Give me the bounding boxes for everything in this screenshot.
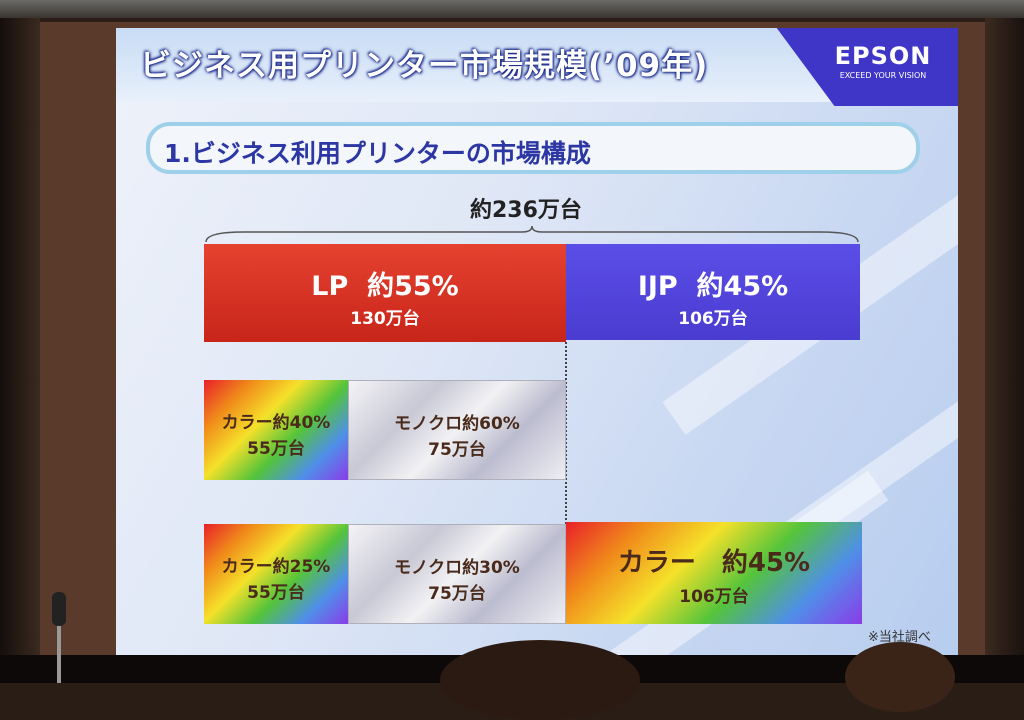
ijp-share: 約45% [696, 271, 789, 302]
lp-color-units: 55万台 [247, 439, 305, 459]
ijp-color-units: 106万台 [679, 587, 749, 607]
microphone-stand [57, 624, 61, 683]
brand-tagline: EXCEED YOUR VISION [839, 71, 927, 80]
ijp-name: IJP [637, 271, 678, 302]
left-wall [0, 18, 40, 658]
section-heading-label: 1.ビジネス利用プリンターの市場構成 [164, 139, 591, 168]
lp-heading: LP 約55% [204, 264, 566, 303]
lp-segment: LP 約55% 130万台 [204, 244, 566, 342]
ijp-units: 106万台 [678, 309, 748, 329]
row2-color-units: 55万台 [247, 583, 305, 603]
source-footnote: ※当社調べ [868, 630, 931, 645]
audience-head [440, 640, 640, 720]
audience-head [845, 642, 955, 712]
lp-name: LP [311, 271, 349, 302]
ceiling [0, 0, 1024, 18]
right-wall [985, 18, 1024, 658]
row2-mono-label: モノクロ約30% [394, 558, 520, 578]
lp-share: 約55% [367, 271, 459, 302]
lp-color-label: カラー約40% [221, 413, 331, 433]
slide-title: ビジネス用プリンター市場規模(’09年) [140, 48, 709, 84]
total-brace [205, 225, 859, 243]
lp-mono-cell: モノクロ約60% 75万台 [348, 380, 566, 480]
row2-mono-cell: モノクロ約30% 75万台 [348, 524, 566, 624]
lp-units: 130万台 [350, 309, 420, 329]
divider-dotted-line [565, 342, 567, 548]
epson-logo: EPSON [834, 42, 932, 70]
ijp-color-label: カラー 約45% [617, 548, 811, 578]
microphone-icon [52, 592, 66, 626]
ijp-segment: IJP 約45% 106万台 [566, 244, 860, 340]
ijp-heading: IJP 約45% [566, 264, 860, 303]
lp-mono-units: 75万台 [428, 440, 486, 460]
row2-color-label: カラー約25% [221, 557, 331, 577]
lp-mono-label: モノクロ約60% [394, 414, 520, 434]
section-heading: 1.ビジネス利用プリンターの市場構成 [146, 122, 920, 174]
total-units-label: 約236万台 [470, 198, 582, 223]
ijp-color-cell: カラー 約45% 106万台 [566, 522, 862, 624]
slide: ビジネス用プリンター市場規模(’09年) EPSON EXCEED YOUR V… [116, 28, 958, 658]
lp-color-cell: カラー約40% 55万台 [204, 380, 348, 480]
row2-color-cell: カラー約25% 55万台 [204, 524, 348, 624]
row2-mono-units: 75万台 [428, 584, 486, 604]
